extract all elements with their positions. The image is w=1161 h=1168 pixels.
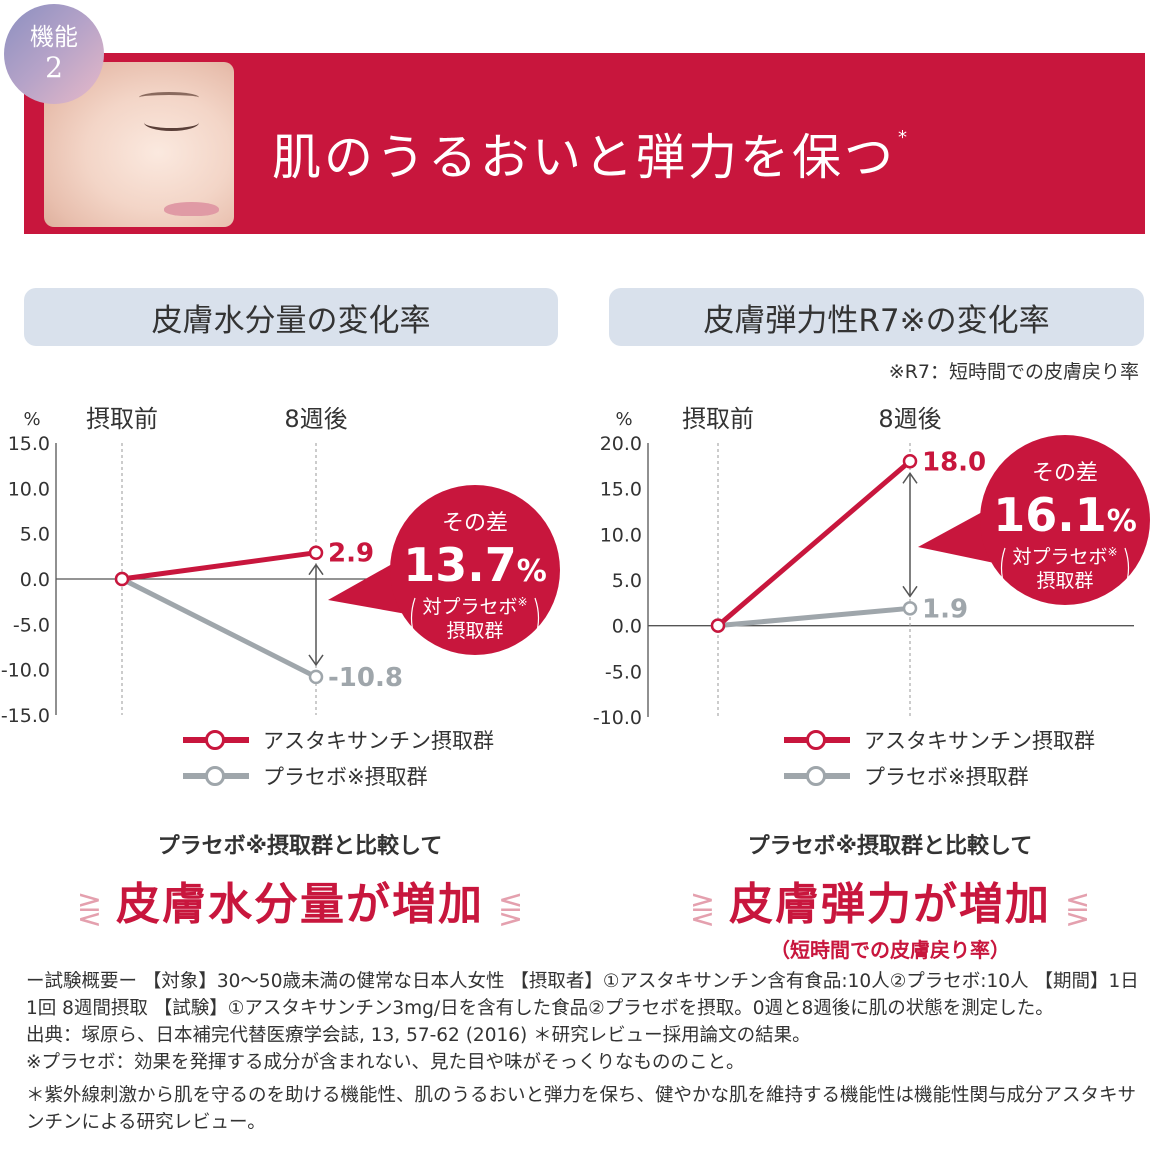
data-point [710,618,726,633]
legend-label: アスタキサンチン摂取群 [263,729,494,753]
badge-number: 2 [45,50,63,84]
comparison-sub: プラセボ※摂取群と比較して [747,834,1033,859]
function-badge: 機能 2 [4,4,104,104]
comparison-headline-text: 皮膚弾力が増加 [729,879,1051,930]
y-tick-label: 15.0 [600,479,642,501]
y-axis-unit: % [23,409,40,430]
left-legend: アスタキサンチン摂取群 プラセボ※摂取群 [183,722,494,794]
difference-arrow-head-bottom [902,585,918,598]
y-tick-label: 5.0 [612,570,642,592]
bubble-difference-value: 13.7% [403,538,547,592]
bubble-paren-right [534,597,540,639]
r7-note: ※R7：短時間での皮膚戻り率 [888,361,1139,383]
y-axis-unit: % [615,409,632,430]
x-category-label: 8週後 [284,405,347,433]
data-label: -10.8 [328,663,403,693]
legend-item-astaxanthin: アスタキサンチン摂取群 [784,722,1095,758]
y-tick-label: 0.0 [612,616,642,638]
y-tick-label: -15.0 [1,705,50,727]
title-asterisk: * [898,126,911,148]
right-comparison: プラセボ※摂取群と比較して ⋛ 皮膚弾力が増加 ⋚ （短時間での皮膚戻り率） [630,828,1150,963]
placebo-series-line [120,576,318,680]
comparison-headline: ⋛ 皮膚水分量が増加 ⋚ [76,879,524,930]
difference-arrow-head-top [308,563,324,576]
comparison-headline: ⋛ 皮膚弾力が増加 ⋚ [689,879,1091,930]
comparison-paren: （短時間での皮膚戻り率） [770,938,1010,962]
data-point [902,454,918,469]
data-point [308,545,324,560]
x-category-label: 摂取前 [86,405,158,433]
speech-bubble [390,485,560,655]
placebo-note: ※プラセボ：効果を発揮する成分が含まれない、見た目や味がそっくりなもののこと。 [26,1052,745,1073]
legend-item-astaxanthin: アスタキサンチン摂取群 [183,722,494,758]
bubble-group-label: 摂取群 [446,620,503,642]
placebo-series-line [717,605,911,629]
left-chart-title: 皮膚水分量の変化率 [24,288,558,346]
data-point [114,571,130,587]
y-tick-label: -10.0 [1,660,50,682]
legend-item-placebo: プラセボ※摂取群 [784,758,1095,794]
difference-arrow-head-bottom [308,654,324,667]
bubble-difference-value: 16.1% [993,488,1137,542]
data-point [308,669,324,685]
study-summary: ー試験概要ー 【対象】30〜50歳未満の健常な日本人女性 【摂取者】①アスタキサ… [26,971,1139,1019]
speech-bubble [980,435,1150,605]
y-tick-label: 10.0 [600,524,642,546]
legend-item-placebo: プラセボ※摂取群 [183,758,494,794]
difference-arrow-head-top [902,471,918,484]
y-tick-label: 5.0 [20,524,50,546]
right-legend: アスタキサンチン摂取群 プラセボ※摂取群 [784,722,1095,794]
y-tick-label: -10.0 [593,707,642,729]
x-category-label: 摂取前 [682,405,754,433]
bubble-group-label: 摂取群 [1036,570,1093,592]
badge-label: 機能 [30,23,78,52]
legend-label: プラセボ※摂取群 [864,765,1029,789]
legend-label: アスタキサンチン摂取群 [864,729,1095,753]
bubble-paren-left [1000,547,1006,589]
title-text: 肌のうるおいと弾力を保つ [272,129,897,186]
y-tick-label: 20.0 [600,433,642,455]
astaxanthin-series-line [121,550,317,582]
data-label: 18.0 [922,447,986,477]
comparison-sub: プラセボ※摂取群と比較して [157,834,443,859]
bubble-caption: その差 [1032,461,1098,486]
y-tick-label: -5.0 [13,614,50,636]
data-label: 1.9 [922,594,968,624]
y-tick-label: -5.0 [605,661,642,683]
source-citation: 出典：塚原ら、日本補完代替医療学会誌, 13, 57-62 (2016) ＊研究… [26,1025,811,1046]
comparison-headline-text: 皮膚水分量が増加 [116,879,484,930]
study-footnotes: ー試験概要ー 【対象】30〜50歳未満の健常な日本人女性 【摂取者】①アスタキサ… [26,968,1146,1136]
y-tick-label: 10.0 [8,478,50,500]
data-point [902,601,918,616]
left-comparison: プラセボ※摂取群と比較して ⋛ 皮膚水分量が増加 ⋚ [40,828,560,932]
astaxanthin-series-line [716,459,912,628]
right-chart-title: 皮膚弾力性R7※の変化率 [609,288,1144,346]
x-category-label: 8週後 [878,405,941,433]
bubble-caption: その差 [442,511,508,536]
bubble-paren-right [1124,547,1130,589]
moisture-line-chart: 15.0 10.0 5.0 0.0 -5.0 -10.0 -15.0% 摂取前 8週後 -10.8… [1,405,560,727]
bubble-comparison-label: 対プラセボ※ [1012,545,1117,568]
bubble-comparison-label: 対プラセボ※ [422,595,527,618]
elasticity-line-chart: 20.0 15.0 10.0 5.0 0.0 -5.0 -10.0% 摂取前 8週後 1.9 18.… [593,405,1150,729]
legend-label: プラセボ※摂取群 [263,765,428,789]
y-tick-label: 0.0 [20,569,50,591]
y-tick-label: 15.0 [8,433,50,455]
data-label: 2.9 [328,539,374,569]
page-title: 肌のうるおいと弾力を保つ * [272,118,910,189]
asterisk-note: ＊紫外線刺激から肌を守るのを助ける機能性、肌のうるおいと弾力を保ち、健やかな肌を… [26,1085,1137,1133]
bubble-paren-left [410,597,416,639]
